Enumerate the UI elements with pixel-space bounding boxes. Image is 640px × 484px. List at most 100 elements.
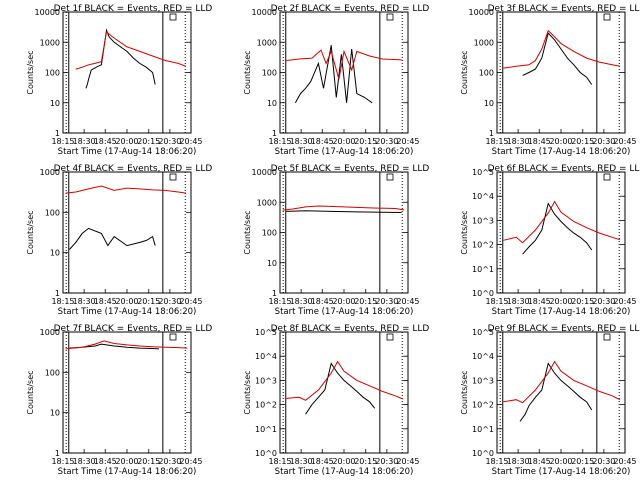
marker-box-icon [603, 13, 611, 21]
x-tick-label: 18:15 [268, 137, 291, 146]
x-tick-label: 20:45 [179, 457, 202, 466]
x-tick-label: 18:45 [528, 457, 551, 466]
x-tick-label: 20:30 [592, 297, 615, 306]
y-tick-label: 10^2 [255, 401, 277, 410]
x-axis-label: Start Time (17-Aug-14 18:06:20) [58, 307, 197, 317]
y-tick-label: 1 [55, 289, 60, 298]
x-tick-label: 20:00 [115, 297, 138, 306]
x-axis-label: Start Time (17-Aug-14 18:06:20) [492, 307, 631, 317]
x-tick-label: 18:15 [268, 457, 291, 466]
y-tick-label: 1000 [40, 168, 60, 177]
y-tick-label: 10^3 [255, 376, 277, 385]
y-tick-label: 10^4 [472, 352, 494, 361]
series-events [305, 362, 376, 415]
plot-frame [62, 331, 192, 454]
x-tick-label: 18:30 [507, 457, 530, 466]
marker-box-icon [386, 333, 394, 341]
y-tick-label: 10000 [252, 168, 277, 177]
series-events [69, 343, 160, 350]
y-tick-label: 10^5 [255, 328, 277, 337]
x-tick-label: 18:45 [528, 297, 551, 306]
y-axis-label: Counts/sec [243, 210, 252, 254]
marker-box-icon [169, 173, 177, 181]
series-lld [286, 49, 402, 80]
marker-box-icon [386, 173, 394, 181]
y-tick-label: 10^0 [255, 449, 277, 458]
panel-det-1: Det 1f BLACK = Events, RED = LLD 1 10 100 10… [26, 4, 212, 157]
x-axis-label: Start Time (17-Aug-14 18:06:20) [58, 147, 197, 157]
series-events [85, 28, 156, 89]
y-tick-label: 10^4 [472, 192, 494, 201]
x-tick-label: 18:15 [485, 297, 508, 306]
y-axis-label: Counts/sec [243, 370, 252, 414]
plot-frame [62, 11, 192, 134]
x-tick-label: 20:00 [332, 297, 355, 306]
panel-det-2: Det 2f BLACK = Events, RED = LLD 1 10 100 10… [243, 4, 429, 157]
series-events [294, 45, 373, 104]
x-tick-label: 20:30 [592, 137, 615, 146]
x-tick-label: 18:15 [485, 137, 508, 146]
y-tick-label: 10000 [469, 8, 494, 17]
y-tick-label: 1000 [40, 328, 60, 337]
y-tick-label: 1 [489, 129, 494, 138]
x-tick-label: 20:45 [613, 457, 636, 466]
plot-frame [496, 171, 626, 294]
y-axis-label: Counts/sec [26, 210, 35, 254]
y-tick-label: 10^4 [255, 352, 277, 361]
x-tick-label: 20:15 [137, 297, 160, 306]
panel-title: Det 4f BLACK = Events, RED = LLD [54, 164, 213, 174]
x-axis-label: Start Time (17-Aug-14 18:06:20) [275, 467, 414, 477]
x-axis-label: Start Time (17-Aug-14 18:06:20) [275, 307, 414, 317]
x-tick-label: 18:30 [73, 137, 96, 146]
series-lld [282, 205, 405, 211]
panel-title: Det 9f BLACK = Events, RED = LLD [488, 324, 640, 334]
x-tick-label: 20:15 [354, 137, 377, 146]
x-tick-label: 18:45 [94, 457, 117, 466]
x-tick-label: 20:15 [571, 297, 594, 306]
series-lld [65, 185, 186, 194]
y-tick-label: 10^1 [472, 425, 494, 434]
plot-frame [496, 11, 626, 134]
y-axis-label: Counts/sec [460, 210, 469, 254]
x-tick-label: 18:45 [94, 137, 117, 146]
y-axis-label: Counts/sec [460, 370, 469, 414]
x-tick-label: 18:30 [73, 457, 96, 466]
x-tick-label: 20:00 [549, 297, 572, 306]
x-tick-label: 20:00 [115, 457, 138, 466]
series-events [286, 210, 402, 213]
y-tick-label: 10 [484, 99, 494, 108]
y-tick-label: 10^5 [472, 168, 494, 177]
series-lld [503, 200, 621, 244]
x-tick-label: 18:45 [311, 137, 334, 146]
panel-title: Det 3f BLACK = Events, RED = LLD [488, 4, 640, 14]
y-tick-label: 1 [55, 129, 60, 138]
x-tick-label: 20:00 [115, 137, 138, 146]
x-tick-label: 18:30 [290, 137, 313, 146]
panel-det-6: Det 6f BLACK = Events, RED = LLD 10^0 10^1… [460, 164, 640, 317]
plot-frame [279, 331, 409, 454]
x-tick-label: 18:45 [311, 457, 334, 466]
series-lld [65, 340, 188, 350]
x-tick-label: 18:30 [73, 297, 96, 306]
y-tick-label: 10^3 [472, 216, 494, 225]
x-tick-label: 20:45 [396, 137, 419, 146]
x-tick-label: 20:45 [613, 297, 636, 306]
series-lld [503, 29, 620, 69]
y-tick-label: 10^5 [472, 328, 494, 337]
series-lld [286, 360, 404, 401]
series-lld [503, 360, 621, 404]
y-tick-label: 10 [50, 249, 60, 258]
y-tick-label: 10 [267, 99, 277, 108]
x-tick-label: 20:15 [571, 137, 594, 146]
series-events [522, 202, 593, 255]
x-tick-label: 18:15 [485, 457, 508, 466]
x-tick-label: 18:30 [507, 297, 530, 306]
x-tick-label: 20:15 [354, 457, 377, 466]
y-tick-label: 1000 [257, 198, 277, 207]
x-tick-label: 20:00 [549, 457, 572, 466]
y-tick-label: 100 [45, 368, 60, 377]
x-tick-label: 20:15 [354, 297, 377, 306]
x-tick-label: 18:15 [51, 137, 74, 146]
x-tick-label: 18:30 [290, 457, 313, 466]
plot-frame [496, 331, 626, 454]
